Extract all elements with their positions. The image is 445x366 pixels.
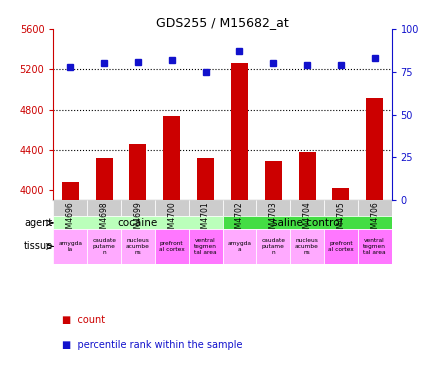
Bar	[366, 98, 383, 200]
Bar	[290, 200, 324, 216]
Text: ■  count: ■ count	[62, 315, 105, 325]
Text: ventral
tegmen
tal area: ventral tegmen tal area	[363, 238, 386, 255]
Bar	[222, 229, 256, 264]
Bar	[299, 152, 316, 200]
Text: amygda
la: amygda la	[58, 241, 82, 252]
Bar	[256, 229, 290, 264]
Bar	[324, 229, 358, 264]
Bar	[189, 229, 222, 264]
Text: caudate
putame
n: caudate putame n	[261, 238, 285, 255]
Title: GDS255 / M15682_at: GDS255 / M15682_at	[156, 16, 289, 29]
Text: GSM4703: GSM4703	[269, 202, 278, 238]
Bar	[358, 229, 392, 264]
Bar	[155, 200, 189, 216]
Text: amygda
a: amygda a	[227, 241, 251, 252]
Text: ventral
tegmen
tal area: ventral tegmen tal area	[194, 238, 217, 255]
Text: GSM4699: GSM4699	[134, 202, 142, 238]
Text: GSM4700: GSM4700	[167, 202, 176, 238]
Bar	[163, 116, 180, 200]
Bar	[222, 216, 392, 229]
Text: nucleus
acumbe
ns: nucleus acumbe ns	[126, 238, 150, 255]
Bar	[62, 182, 79, 200]
Text: tissue: tissue	[24, 242, 53, 251]
Text: GSM4705: GSM4705	[336, 202, 345, 238]
Text: cocaine: cocaine	[118, 218, 158, 228]
Text: prefront
al cortex: prefront al cortex	[328, 241, 354, 252]
Text: GSM4702: GSM4702	[235, 202, 244, 238]
Text: GSM4701: GSM4701	[201, 202, 210, 238]
Text: caudate
putame
n: caudate putame n	[92, 238, 116, 255]
Text: GSM4696: GSM4696	[66, 202, 75, 238]
Bar	[155, 229, 189, 264]
Text: saline control: saline control	[272, 218, 342, 228]
Bar	[129, 144, 146, 200]
Bar	[53, 229, 87, 264]
Bar	[231, 63, 248, 200]
Text: GSM4704: GSM4704	[303, 202, 312, 238]
Bar	[256, 200, 290, 216]
Bar	[324, 200, 358, 216]
Bar	[189, 200, 222, 216]
Text: GSM4706: GSM4706	[370, 202, 379, 238]
Bar	[87, 229, 121, 264]
Text: ■  percentile rank within the sample: ■ percentile rank within the sample	[62, 340, 243, 350]
Bar	[53, 200, 87, 216]
Text: prefront
al cortex: prefront al cortex	[159, 241, 185, 252]
Bar	[197, 158, 214, 200]
Bar	[358, 200, 392, 216]
Bar	[265, 161, 282, 200]
Bar	[87, 200, 121, 216]
Text: GSM4698: GSM4698	[100, 202, 109, 238]
Bar	[121, 200, 155, 216]
Text: agent: agent	[24, 218, 53, 228]
Bar	[222, 200, 256, 216]
Bar	[53, 216, 222, 229]
Bar	[332, 188, 349, 200]
Bar	[290, 229, 324, 264]
Bar	[96, 158, 113, 200]
Bar	[121, 229, 155, 264]
Text: nucleus
acumbe
ns: nucleus acumbe ns	[295, 238, 319, 255]
